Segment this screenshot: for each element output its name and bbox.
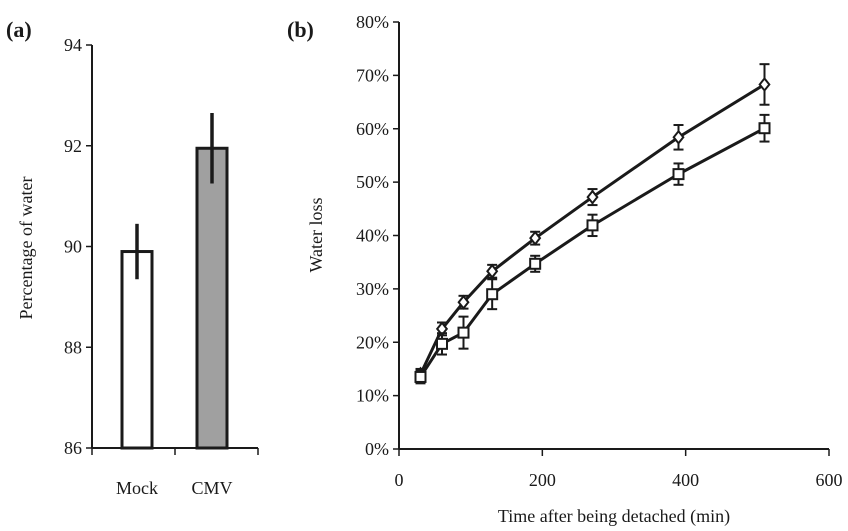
point-square [436,337,448,350]
panel-b-y-axis-title: Water loss [306,197,326,272]
point-diamond [758,76,771,93]
point-diamond [672,129,685,145]
panel-a-y-tick-label: 88 [64,337,82,357]
panel-b-line-chart: (b) Water loss Time after being detached… [287,12,843,527]
bar-mock [120,250,154,450]
panel-a-label: (a) [6,17,32,42]
panel-b-x-axis-title: Time after being detached (min) [498,506,730,527]
panel-b-x-tick-label: 400 [672,470,699,490]
point-diamond [457,294,470,310]
panel-b-series [414,63,771,385]
panel-b-label: (b) [287,17,314,42]
panel-a-y-tick-label: 86 [64,438,82,458]
panel-a-y-tick-label: 92 [64,136,82,156]
panel-b-y-tick-label: 40% [356,226,389,246]
point-square [486,288,499,301]
series-line-diamond [419,83,766,375]
point-square [758,122,771,135]
panel-a-x-tick-label: CMV [191,478,232,498]
panel-b-y-tick-label: 30% [356,279,389,299]
panel-b-x-tick-label: 0 [395,470,404,490]
panel-b-x-tick-label: 200 [529,470,556,490]
panel-a-y-tick-label: 90 [64,237,82,257]
panel-a-y-axis-title: Percentage of water [16,177,36,320]
point-diamond [586,189,599,205]
panel-a-y-tick-label: 94 [64,35,82,55]
panel-a-x-tick-label: Mock [116,478,158,498]
panel-a-bar-chart: (a) Percentage of water 86 88 90 92 94 Mock CM… [6,17,259,498]
point-diamond [486,263,499,279]
panel-a-axes: 86 88 90 92 94 Mock CMV [64,35,259,498]
panel-b-axes: 0% 10% 20% 30% 40% 50% 60% 70% 80% 0 200 400 600 [356,12,843,490]
point-square [414,370,427,383]
panel-b-y-tick-label: 60% [356,119,389,139]
series-square [414,113,771,385]
panel-b-y-tick-label: 20% [356,332,389,352]
panel-b-y-tick-label: 10% [356,386,389,406]
point-square [529,257,542,270]
series-line-square [419,126,766,378]
point-diamond [529,230,542,246]
panel-b-x-tick-label: 600 [816,470,843,490]
panel-b-y-tick-label: 0% [365,439,389,459]
bar-cmv [195,146,229,450]
panel-b-y-tick-label: 70% [356,65,389,85]
point-square [672,168,685,181]
panel-b-y-tick-label: 50% [356,172,389,192]
panel-b-y-tick-label: 80% [356,12,389,32]
point-square [457,326,470,339]
panel-a-bars [120,113,229,450]
point-square [586,219,599,232]
